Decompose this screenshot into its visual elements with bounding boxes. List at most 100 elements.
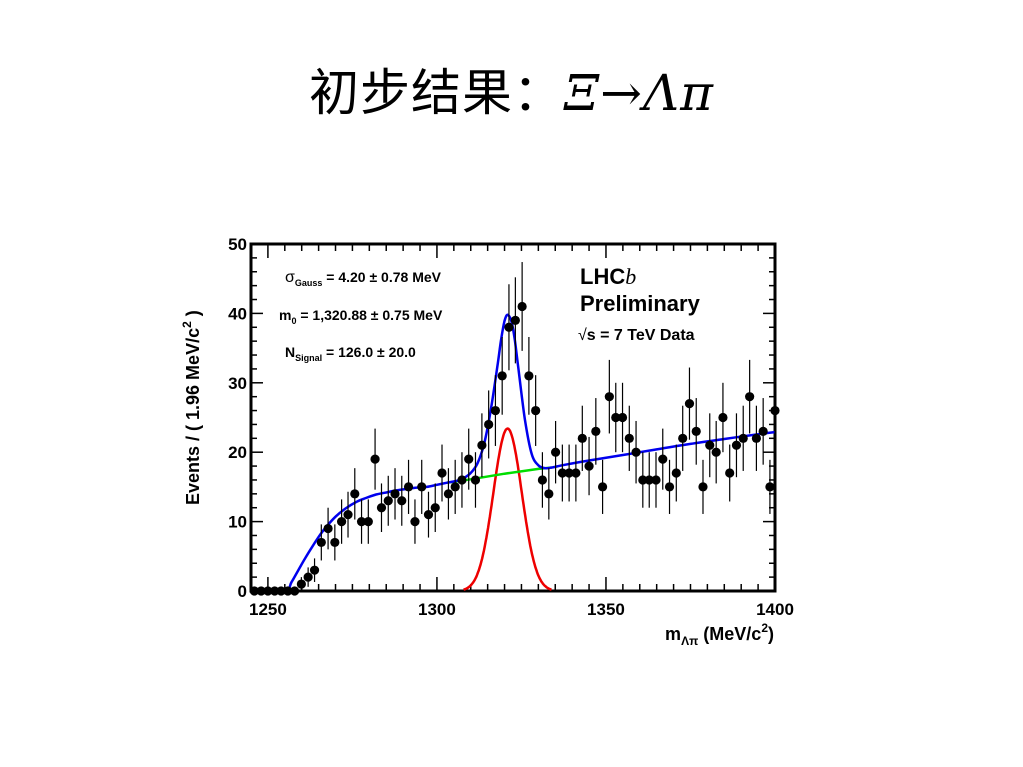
data-point: [765, 482, 775, 492]
data-point: [397, 496, 407, 506]
data-point: [718, 412, 728, 423]
signal-curve: [463, 427, 552, 591]
data-point: [651, 475, 661, 485]
y-tick-label: 0: [238, 582, 247, 601]
total-fit-curve: [254, 313, 776, 593]
data-point: [423, 510, 434, 520]
data-point: [283, 586, 293, 596]
data-point: [684, 399, 695, 409]
data-point: [711, 447, 721, 457]
data-point: [356, 517, 367, 527]
data-point: [517, 301, 527, 312]
data-point: [270, 586, 280, 596]
data-point: [584, 461, 594, 471]
x-tick-label: 1400: [756, 600, 794, 619]
data-point: [751, 433, 762, 443]
data-point: [403, 482, 414, 492]
data-point: [571, 468, 581, 478]
y-tick-label: 30: [228, 374, 247, 393]
data-point: [464, 454, 474, 464]
data-point: [256, 586, 266, 596]
data-point: [309, 565, 320, 575]
data-point: [664, 482, 675, 492]
data-point: [470, 475, 481, 485]
data-point: [557, 468, 567, 478]
data-point: [497, 371, 507, 381]
data-point: [443, 489, 454, 499]
data-point: [577, 433, 587, 443]
data-point: [410, 517, 420, 527]
data-point: [705, 440, 715, 450]
x-tick-label: 1350: [587, 600, 625, 619]
data-point: [504, 322, 514, 332]
x-axis-label: mΛπ (MeV/c2): [665, 621, 774, 648]
data-point: [263, 586, 273, 596]
data-point: [758, 426, 768, 436]
data-point: [276, 586, 286, 596]
data-point: [303, 572, 313, 582]
data-point: [350, 489, 360, 499]
data-point: [383, 496, 393, 506]
y-tick-label: 40: [228, 304, 247, 323]
data-point: [363, 517, 373, 527]
data-point: [611, 412, 621, 423]
data-point: [631, 447, 641, 457]
data-point: [316, 537, 326, 548]
data-point: [430, 503, 440, 513]
data-point: [370, 454, 380, 464]
data-point: [490, 405, 501, 416]
data-point: [564, 468, 574, 478]
annotation-sigma: σGauss = 4.20 ± 0.78 MeV: [285, 269, 442, 288]
data-point: [770, 405, 780, 416]
y-axis-label: Events / ( 1.96 MeV/c2 ): [180, 310, 203, 505]
data-point: [296, 579, 306, 589]
data-point: [638, 475, 648, 485]
data-point: [510, 315, 520, 325]
data-point: [617, 412, 628, 423]
data-point: [644, 475, 654, 485]
data-point: [691, 426, 701, 436]
data-point: [591, 426, 601, 436]
data-point: [604, 392, 614, 402]
data-point: [323, 523, 333, 534]
data-point: [550, 447, 561, 457]
data-point: [731, 440, 742, 450]
slide-title: 初步结果：Ξ→Λπ: [0, 58, 1023, 128]
data-point: [698, 482, 708, 492]
lhcb-label: LHCb: [580, 264, 636, 289]
data-point: [330, 537, 340, 548]
data-point: [290, 586, 300, 596]
data-point: [671, 468, 681, 478]
data-point: [524, 371, 534, 381]
slide-title-math: Ξ→Λπ: [563, 64, 715, 122]
annotation-mean: m0 = 1,320.88 ± 0.75 MeV: [279, 307, 443, 326]
slide-title-cn: 初步结果：: [308, 64, 564, 122]
data-point: [678, 433, 688, 443]
x-tick-label: 1300: [418, 600, 456, 619]
data-point: [477, 440, 487, 450]
energy-label: √s = 7 TeV Data: [578, 327, 695, 344]
data-point: [624, 433, 634, 443]
data-point: [658, 454, 668, 464]
data-point: [537, 475, 548, 485]
data-point: [544, 489, 554, 499]
data-point: [450, 482, 460, 492]
data-point: [376, 503, 387, 513]
data-point: [343, 510, 353, 520]
data-point: [531, 405, 541, 416]
y-tick-label: 50: [228, 235, 247, 254]
annotation-nsignal: NSignal = 126.0 ± 20.0: [285, 344, 416, 363]
data-point: [725, 468, 735, 478]
data-point: [484, 419, 494, 430]
data-point: [417, 482, 427, 492]
data-point: [337, 517, 347, 527]
data-point: [597, 482, 608, 492]
data-point: [437, 468, 447, 478]
data-point: [390, 489, 400, 499]
data-point: [457, 475, 467, 485]
data-point: [249, 586, 259, 596]
data-point: [745, 392, 755, 402]
y-tick-label: 10: [228, 513, 247, 532]
y-tick-label: 20: [228, 443, 247, 462]
